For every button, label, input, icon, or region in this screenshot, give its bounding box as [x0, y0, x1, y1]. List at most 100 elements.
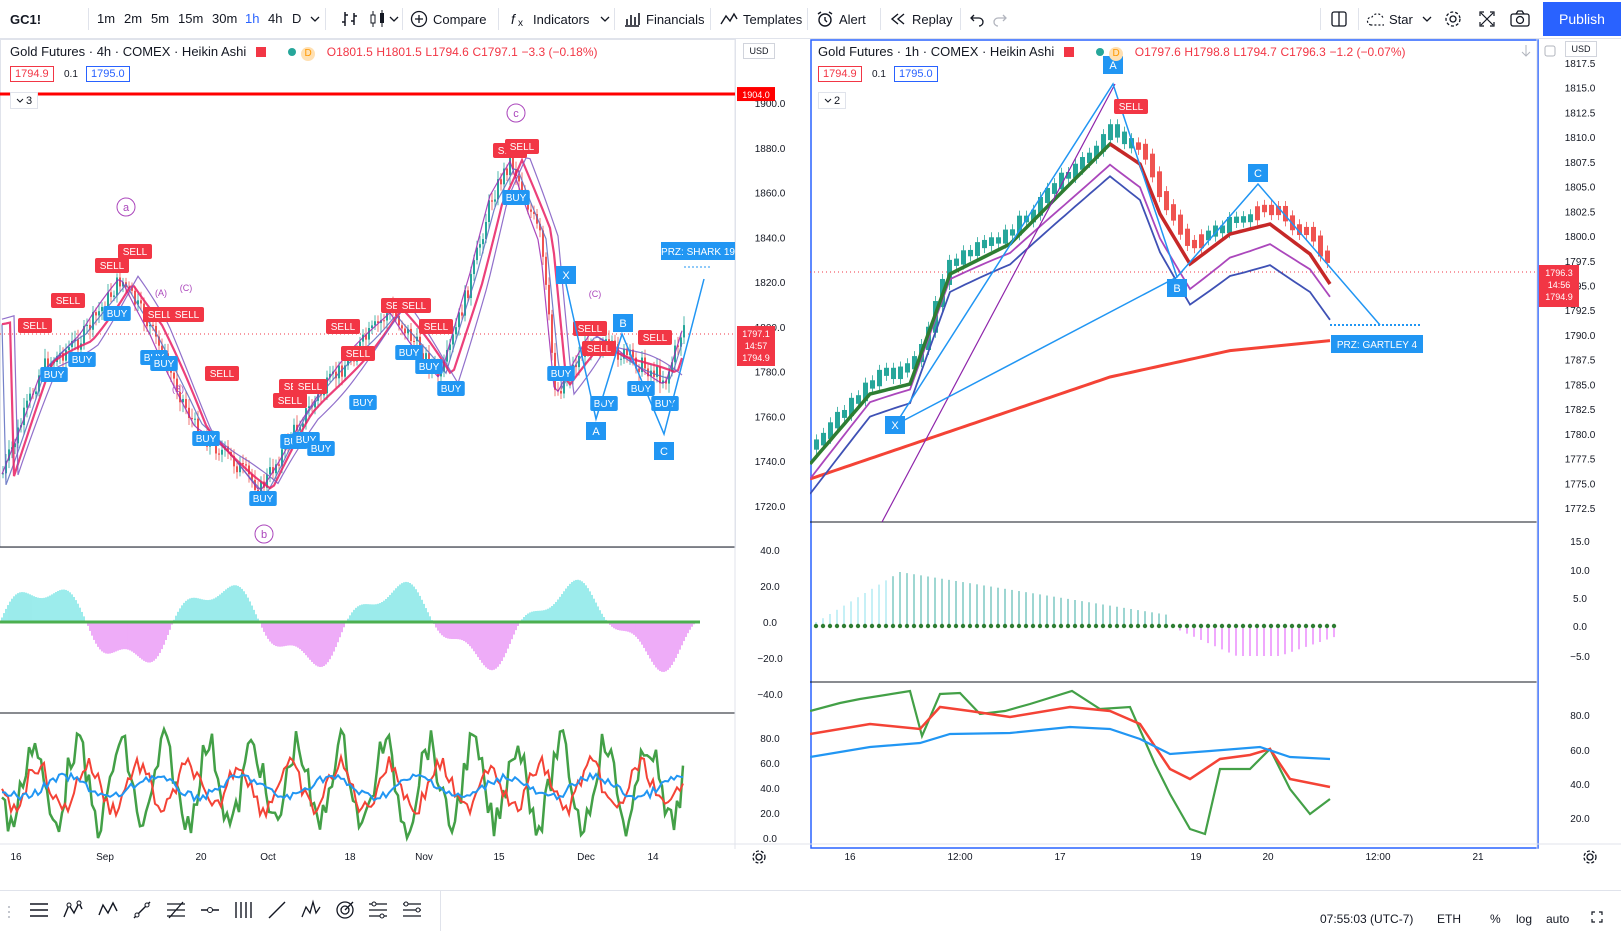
right-bid-price[interactable]: 1794.9 [818, 66, 862, 82]
left-settings-gear-icon[interactable] [751, 849, 767, 865]
replay-button[interactable]: Replay [889, 0, 952, 38]
candle-body [92, 312, 94, 330]
fit-scale-icon[interactable] [1590, 910, 1604, 924]
left-collapse-indicators[interactable]: 3 [10, 92, 38, 109]
interval-1h[interactable]: 1h [245, 11, 260, 26]
templates-button[interactable]: Templates [720, 0, 802, 38]
camera-icon[interactable] [1510, 10, 1530, 28]
financials-button[interactable]: Financials [623, 0, 705, 38]
sell-signal-label-bg [505, 139, 539, 154]
chart-type-chevron-down-icon[interactable] [389, 14, 399, 24]
undo-icon[interactable] [969, 11, 985, 27]
compare-button[interactable]: Compare [410, 0, 486, 38]
trend-line-tool-icon[interactable] [131, 899, 153, 921]
scroll-down-arrow-icon[interactable] [1520, 44, 1532, 58]
horizontal-line-tool-icon[interactable] [199, 899, 221, 921]
symbol-search[interactable]: GC1! [10, 0, 41, 38]
prz-label-bg [1331, 335, 1423, 353]
star-chevron-down-icon[interactable] [1422, 14, 1432, 24]
harmonic-pattern-line[interactable] [565, 278, 705, 437]
fib-tool-icon[interactable] [165, 899, 187, 921]
cloud-icon [1366, 13, 1384, 26]
bar-style-icon[interactable] [340, 9, 360, 29]
right-collapse-indicators[interactable]: 2 [818, 92, 846, 109]
left-osc1-tick: 40.0 [760, 546, 780, 557]
xabcd-tool-icon[interactable] [97, 899, 119, 921]
interval-2m[interactable]: 2m [124, 11, 143, 26]
interval-1m[interactable]: 1m [97, 11, 116, 26]
session-toggle[interactable]: ETH [1437, 912, 1461, 926]
zero-dot [1247, 623, 1253, 629]
pattern-tool-icon[interactable] [62, 899, 84, 921]
right-chart[interactable]: 1817.5 1815.0 1812.5 1810.0 1807.5 1805.0 1802… [810, 39, 1621, 889]
interval-chevron-down-icon[interactable] [310, 14, 320, 24]
publish-button[interactable]: Publish [1543, 2, 1621, 36]
candle-body [1269, 204, 1274, 216]
left-chart-canvas[interactable]: 1900.01880.01860.01840.01820.01800.01780… [0, 39, 810, 889]
flag-icon[interactable] [255, 47, 266, 57]
left-time-tick: 20 [195, 852, 207, 863]
candle-body [344, 365, 346, 377]
head-shoulders-tool-icon[interactable] [300, 899, 322, 921]
right-settings-gear-icon[interactable] [1582, 849, 1598, 865]
forecast-tool-icon[interactable] [367, 899, 389, 921]
maximize-pane-icon[interactable] [1543, 44, 1557, 58]
layout-icon[interactable] [1330, 10, 1348, 28]
percent-scale-toggle[interactable]: % [1490, 912, 1501, 926]
candle-body [1087, 152, 1092, 164]
alert-button[interactable]: Alert [816, 0, 866, 38]
left-bid-price[interactable]: 1794.9 [10, 66, 54, 82]
harmonic-pattern-line[interactable] [894, 276, 1178, 426]
log-scale-toggle[interactable]: log [1516, 912, 1533, 926]
ranges-tool-icon[interactable] [401, 899, 423, 921]
zero-dot [827, 623, 833, 629]
candle-body [542, 230, 544, 257]
star-template-button[interactable]: Star [1366, 0, 1413, 38]
clock-time[interactable]: 07:55:03 (UTC-7) [1320, 912, 1414, 926]
buy-signal-label-bg [103, 306, 131, 321]
right-chart-title: Gold Futures · 1h · COMEX · Heikin Ashi [818, 44, 1055, 59]
ray-tool-icon[interactable] [266, 899, 288, 921]
sell-signal-label-bg [18, 318, 52, 333]
buy-signal-label: BUY [551, 369, 572, 380]
left-ask-price[interactable]: 1795.0 [86, 66, 130, 82]
bottom-toolbar: 07:55:03 (UTC-7) ETH % log auto [0, 890, 1621, 938]
left-currency-button[interactable]: USD [743, 43, 775, 59]
interval-4h[interactable]: 4h [268, 11, 283, 26]
candle-body [401, 325, 403, 329]
indicators-chevron-down-icon[interactable] [600, 14, 610, 24]
left-chart[interactable]: 1900.01880.01860.01840.01820.01800.01780… [0, 39, 810, 889]
interval-D[interactable]: D [292, 11, 302, 26]
candles-icon[interactable] [368, 9, 388, 29]
interval-5m[interactable]: 5m [151, 11, 170, 26]
interval-15m[interactable]: 15m [178, 11, 204, 26]
spiral-tool-icon[interactable] [334, 899, 356, 921]
vertical-lines-tool-icon[interactable] [232, 899, 254, 921]
drag-handle-icon[interactable] [6, 905, 12, 919]
zero-dot [925, 623, 931, 629]
fullscreen-icon[interactable] [1478, 10, 1496, 28]
harmonic-pattern-line[interactable] [1176, 183, 1259, 278]
candle-body [989, 237, 994, 246]
right-currency-button[interactable]: USD [1565, 41, 1597, 57]
zero-dot [953, 623, 959, 629]
trend-line[interactable] [881, 83, 1116, 523]
zero-dot [869, 623, 875, 629]
candle-body [1276, 205, 1281, 216]
gear-icon[interactable] [1444, 10, 1462, 28]
harmonic-pattern-line[interactable] [894, 82, 1381, 426]
flag-icon[interactable] [1063, 47, 1074, 57]
right-ask-price[interactable]: 1795.0 [894, 66, 938, 82]
interval-30m[interactable]: 30m [212, 11, 238, 26]
zero-dot [862, 623, 868, 629]
wave-label-circle [116, 197, 136, 217]
candle-body [1115, 124, 1120, 138]
candle-body [488, 200, 490, 222]
right-chart-canvas[interactable]: 1817.5 1815.0 1812.5 1810.0 1807.5 1805.0 1802… [810, 39, 1621, 889]
zero-dot [1009, 623, 1015, 629]
auto-scale-toggle[interactable]: auto [1546, 912, 1570, 926]
redo-icon[interactable] [992, 11, 1008, 27]
zero-dot [995, 623, 1001, 629]
lines-tool-icon[interactable] [28, 899, 50, 921]
